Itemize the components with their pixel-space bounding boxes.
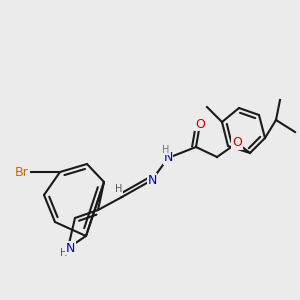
Text: H: H — [115, 184, 123, 194]
Text: H: H — [60, 248, 67, 257]
Text: N: N — [163, 152, 173, 164]
Text: Br: Br — [15, 166, 29, 178]
Text: H: H — [162, 145, 169, 154]
Text: N: N — [147, 173, 157, 187]
Text: O: O — [195, 118, 205, 130]
Text: N: N — [66, 242, 75, 254]
Text: O: O — [232, 136, 242, 149]
